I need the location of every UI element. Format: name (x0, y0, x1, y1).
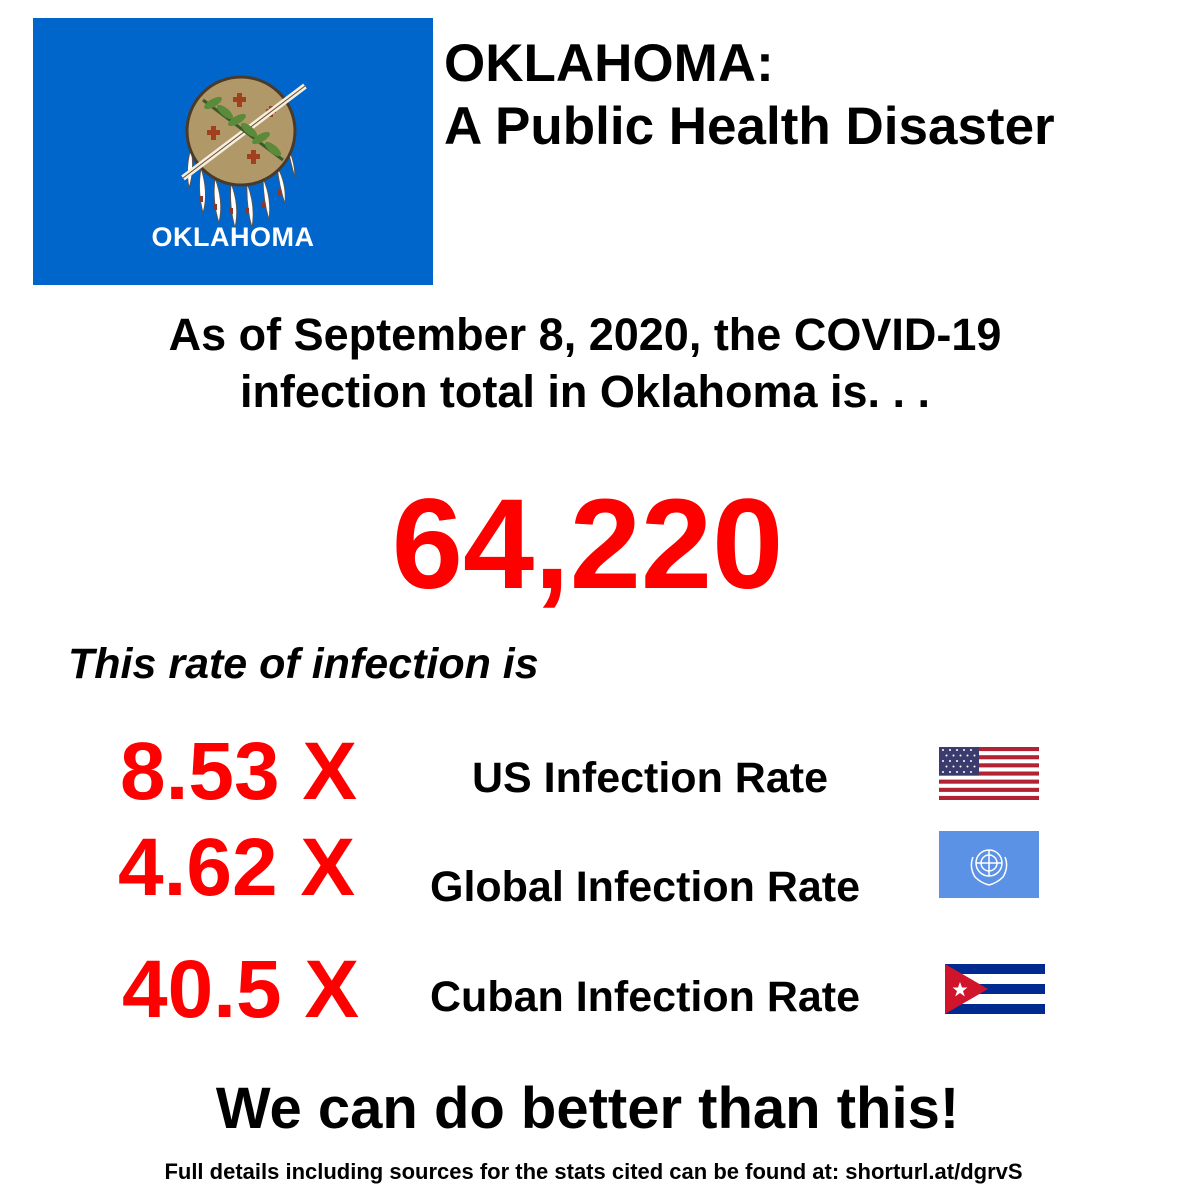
cuba-rate-label: Cuban Infection Rate (430, 973, 861, 1021)
intro-line-2: infection total in Oklahoma is. . . (239, 366, 931, 417)
osage-shield-icon (181, 75, 307, 229)
infection-total: 64,220 (391, 473, 784, 616)
cuba-multiplier: 40.5 X (122, 944, 360, 1035)
title-line-2: A Public Health Disaster (444, 97, 1055, 156)
global-multiplier: 4.62 X (118, 822, 356, 913)
flag-caption: OKLAHOMA (151, 222, 315, 252)
oklahoma-flag-icon: OKLAHOMA (33, 18, 433, 285)
us-rate-label: US Infection Rate (472, 754, 828, 802)
intro-line-1: As of September 8, 2020, the COVID-19 (168, 309, 1002, 360)
us-multiplier: 8.53 X (120, 726, 358, 817)
rate-intro: This rate of infection is (68, 640, 539, 688)
global-rate-label: Global Infection Rate (430, 863, 861, 911)
footer-sources: Full details including sources for the s… (164, 1159, 1023, 1184)
page-title: OKLAHOMA: A Public Health Disaster (444, 32, 1055, 158)
cuba-flag-icon (945, 964, 1045, 1014)
us-flag-icon (939, 747, 1039, 800)
un-flag-icon (939, 831, 1039, 898)
call-to-action: We can do better than this! (215, 1076, 960, 1141)
title-line-1: OKLAHOMA: (444, 34, 774, 93)
intro-text: As of September 8, 2020, the COVID-19 in… (0, 306, 1170, 420)
